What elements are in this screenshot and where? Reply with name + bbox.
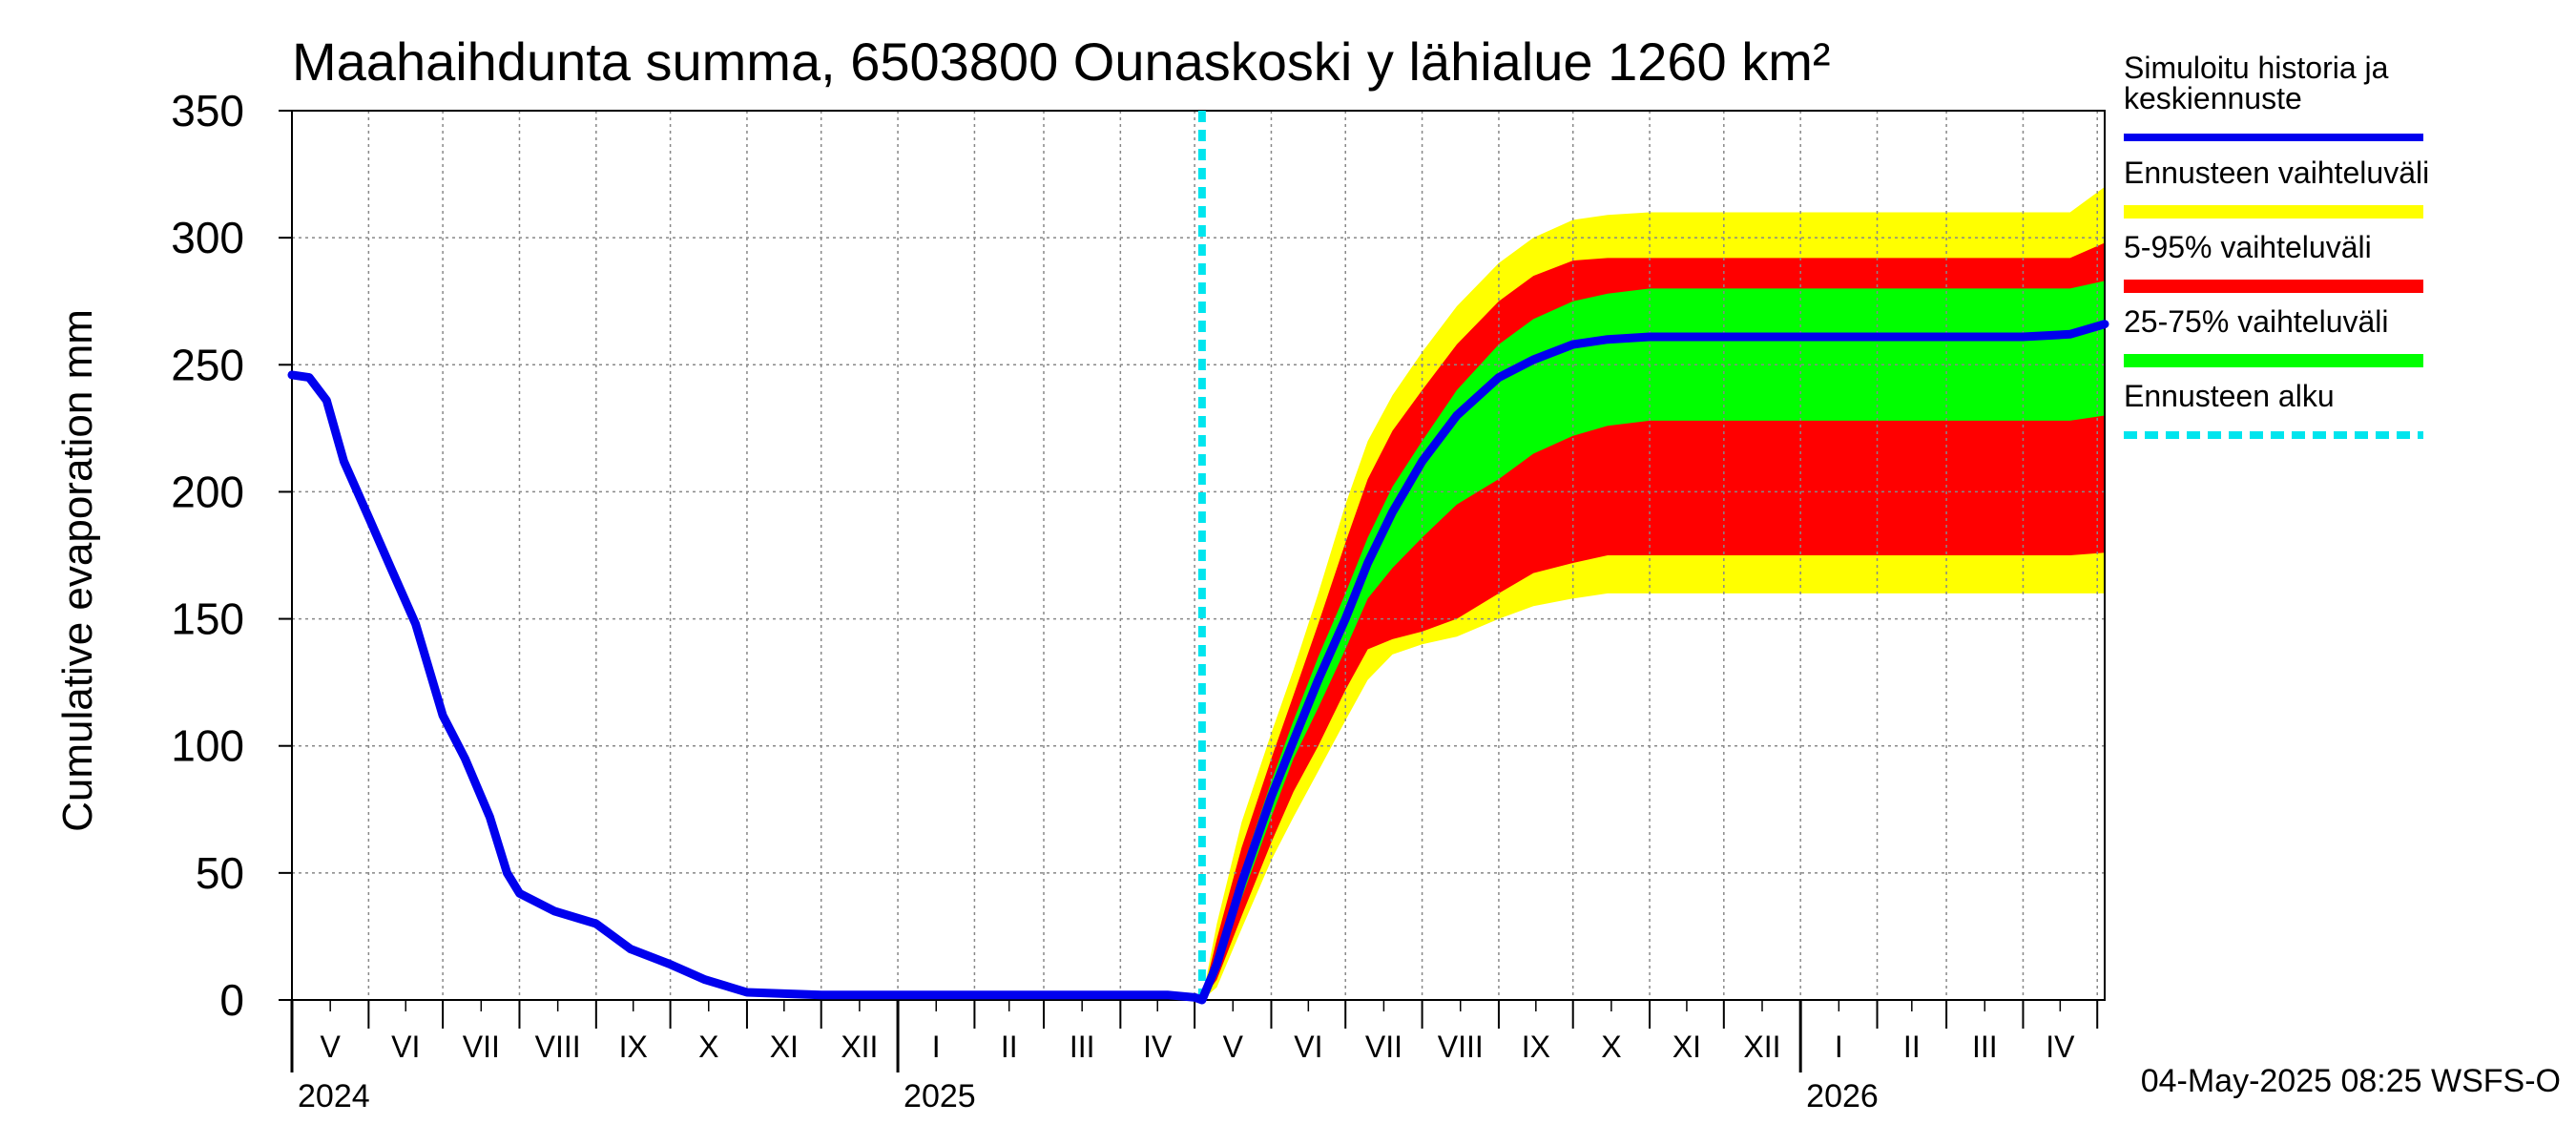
- y-tick-label: 0: [219, 975, 244, 1025]
- x-tick-label: VIII: [1438, 1030, 1484, 1064]
- x-tick-label: VIII: [535, 1030, 581, 1064]
- x-tick-label: V: [321, 1030, 342, 1064]
- x-tick-label: V: [1223, 1030, 1244, 1064]
- x-tick-label: XII: [1743, 1030, 1780, 1064]
- legend-label: Ennusteen vaihteluväli: [2124, 156, 2429, 190]
- year-label: 2024: [298, 1078, 370, 1114]
- band-2: [1201, 242, 2105, 1000]
- x-tick-label: IX: [619, 1030, 648, 1064]
- y-tick-label: 100: [171, 721, 244, 771]
- y-tick-label: 150: [171, 594, 244, 644]
- y-tick-label: 200: [171, 467, 244, 516]
- x-tick-label: X: [1601, 1030, 1621, 1064]
- x-tick-label: X: [698, 1030, 718, 1064]
- x-tick-label: VI: [391, 1030, 420, 1064]
- x-tick-label: I: [932, 1030, 941, 1064]
- x-tick-label: I: [1835, 1030, 1843, 1064]
- timestamp: 04-May-2025 08:25 WSFS-O: [2141, 1063, 2561, 1099]
- x-tick-label: IV: [2046, 1030, 2075, 1064]
- x-tick-label: XI: [1672, 1030, 1701, 1064]
- legend-label: Ennusteen alku: [2124, 379, 2335, 413]
- y-tick-label: 50: [196, 848, 244, 898]
- y-axis-label: Cumulative evaporation mm: [54, 309, 101, 832]
- series-line-1: [287, 320, 2109, 1005]
- x-tick-label: III: [1972, 1030, 1998, 1064]
- y-tick-label: 300: [171, 213, 244, 262]
- y-tick-label: 250: [171, 340, 244, 389]
- x-tick-label: VII: [1365, 1030, 1402, 1064]
- x-tick-label: IV: [1143, 1030, 1173, 1064]
- legend-label: Simuloitu historia ja: [2124, 51, 2389, 85]
- x-tick-label: VI: [1294, 1030, 1322, 1064]
- legend-label: keskiennuste: [2124, 81, 2302, 115]
- x-tick-label: II: [1001, 1030, 1018, 1064]
- x-tick-label: IX: [1522, 1030, 1550, 1064]
- legend-label: 25-75% vaihteluväli: [2124, 304, 2389, 339]
- year-label: 2026: [1806, 1078, 1879, 1114]
- legend-label: 5-95% vaihteluväli: [2124, 230, 2372, 264]
- x-tick-label: XII: [841, 1030, 878, 1064]
- x-tick-label: XI: [770, 1030, 799, 1064]
- x-tick-label: VII: [463, 1030, 500, 1064]
- year-label: 2025: [904, 1078, 976, 1114]
- y-tick-label: 350: [171, 86, 244, 135]
- x-tick-label: III: [1070, 1030, 1095, 1064]
- chart-title: Maahaihdunta summa, 6503800 Ounaskoski y…: [292, 31, 1831, 92]
- x-tick-label: II: [1903, 1030, 1921, 1064]
